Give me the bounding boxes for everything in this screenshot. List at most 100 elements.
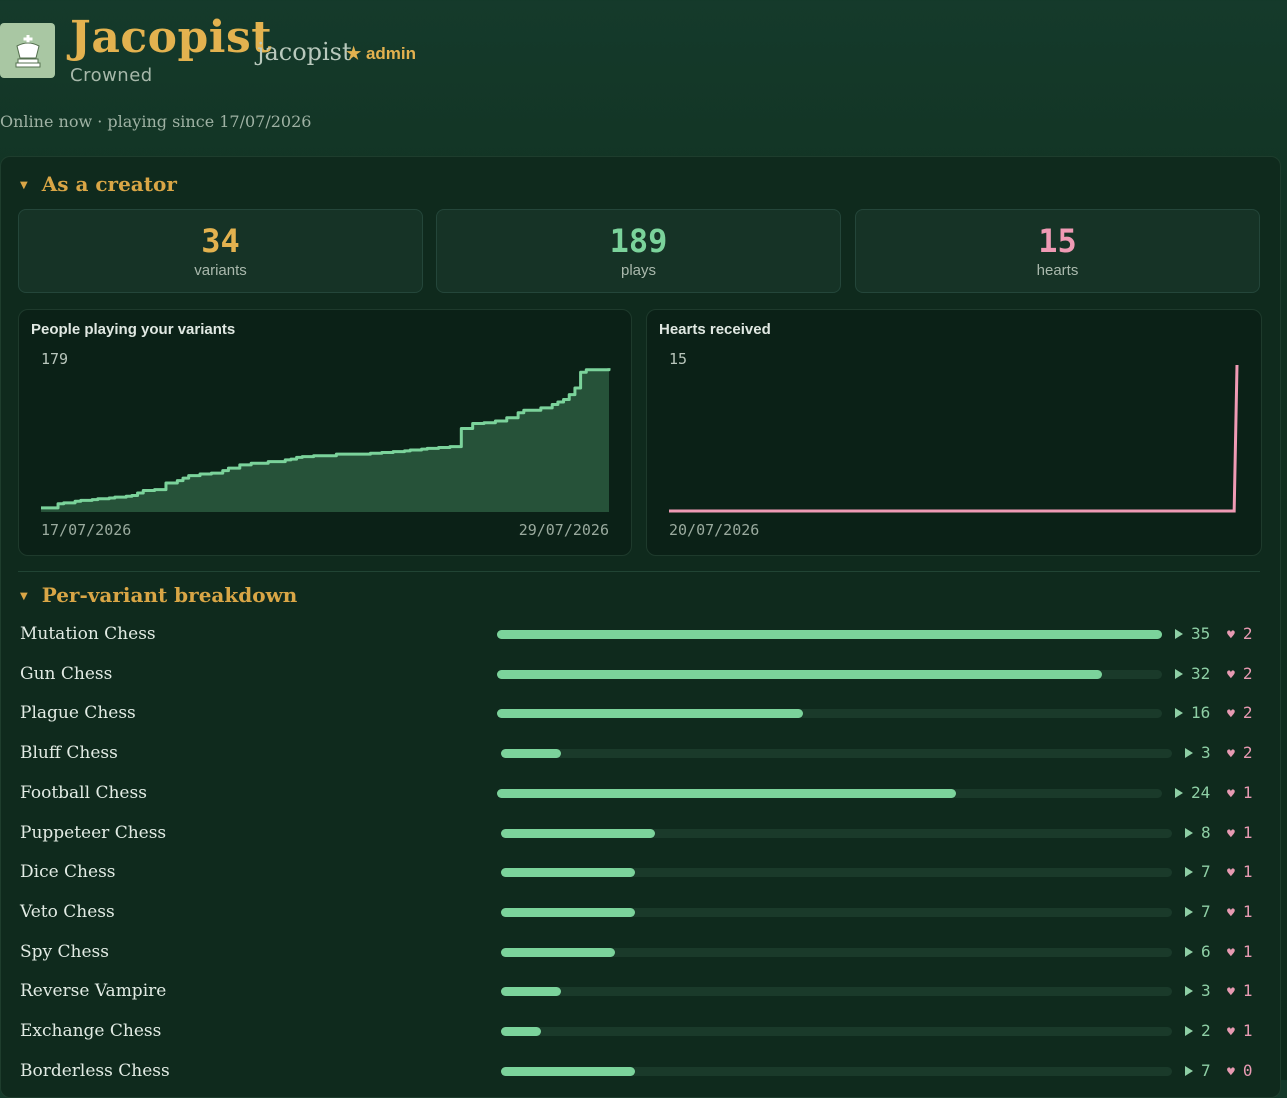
heart-icon: ♥	[1227, 985, 1235, 1001]
plays-count: 7	[1185, 860, 1211, 884]
profile-header: Jacopist Crowned jacopist ★ admin Online…	[0, 0, 1287, 150]
variant-name[interactable]: Spy Chess	[20, 941, 110, 962]
plays-bar-fill	[501, 987, 562, 997]
display-name: Jacopist	[70, 12, 273, 63]
hearts-count: ♥ 1	[1227, 941, 1253, 961]
hearts-series-line	[669, 364, 1239, 513]
hearts-count: ♥ 1	[1227, 981, 1253, 1001]
variant-row[interactable]: Exchange Chess 2 ♥ 1	[20, 1019, 1260, 1043]
variant-name[interactable]: Exchange Chess	[20, 1021, 162, 1041]
variant-name[interactable]: Borderless Chess	[20, 1060, 170, 1081]
variant-row[interactable]: Football Chess 24 ♥ 1	[20, 781, 1260, 805]
heart-icon: ♥	[1227, 866, 1235, 882]
variant-name[interactable]: Gun Chess	[20, 663, 113, 684]
plays-bar-fill	[497, 669, 1103, 679]
caret-down-icon: ▼	[20, 591, 28, 602]
plays-count: 32	[1175, 662, 1210, 686]
variant-row[interactable]: Mutation Chess 35 ♥ 2	[20, 622, 1260, 646]
players-chart-plot	[41, 368, 611, 512]
plays-count: 2	[1185, 1019, 1211, 1043]
stat-card-hearts: 15 hearts	[855, 209, 1260, 293]
hearts-count: ♥ 0	[1227, 1060, 1253, 1080]
stat-value: 15	[1038, 222, 1077, 260]
variant-name[interactable]: Veto Chess	[20, 901, 115, 922]
plays-bar-fill	[501, 907, 636, 917]
variant-name[interactable]: Bluff Chess	[20, 743, 118, 764]
plays-bar-track	[501, 868, 1172, 878]
variant-row[interactable]: Reverse Vampire 3 ♥ 1	[20, 979, 1260, 1003]
variant-name[interactable]: Dice Chess	[20, 862, 116, 883]
plays-bar-fill	[501, 749, 562, 759]
variant-row[interactable]: Borderless Chess 7 ♥ 0	[20, 1059, 1260, 1083]
heart-icon: ♥	[1227, 905, 1235, 921]
plays-bar-fill	[497, 788, 956, 798]
play-icon	[1175, 708, 1183, 719]
plays-count: 16	[1175, 701, 1210, 725]
hearts-count: ♥ 1	[1227, 782, 1253, 802]
plays-count: 24	[1175, 781, 1210, 805]
plays-bar-track	[501, 907, 1172, 917]
plays-bar-fill	[501, 868, 636, 878]
hearts-count: ♥ 2	[1227, 703, 1253, 723]
play-icon	[1175, 668, 1183, 679]
variant-row[interactable]: Plague Chess 16 ♥ 2	[20, 701, 1260, 725]
username: jacopist	[257, 38, 352, 66]
heart-icon: ♥	[1227, 826, 1235, 842]
section-divider	[18, 571, 1260, 572]
plays-bar-fill	[501, 1027, 542, 1036]
play-icon	[1185, 946, 1193, 957]
stat-label: plays	[620, 262, 657, 279]
heart-icon: ♥	[1227, 707, 1235, 723]
plays-bar-track	[501, 947, 1172, 957]
plays-bar-track	[497, 788, 1162, 798]
creator-section-toggle[interactable]: ▼ As a creator	[20, 172, 177, 196]
plays-bar-track	[497, 669, 1162, 679]
stat-card-variants: 34 variants	[18, 209, 423, 293]
stat-label: hearts	[1036, 262, 1079, 279]
play-icon	[1185, 827, 1193, 838]
variant-row[interactable]: Dice Chess 7 ♥ 1	[20, 860, 1260, 884]
variant-name[interactable]: Plague Chess	[20, 703, 136, 724]
chart-title: People playing your variants	[31, 321, 236, 338]
play-icon	[1175, 787, 1183, 798]
x-end-label: 29/07/2026	[518, 521, 609, 539]
variant-row[interactable]: Bluff Chess 3 ♥ 2	[20, 741, 1260, 765]
variant-row[interactable]: Spy Chess 6 ♥ 1	[20, 940, 1260, 964]
plays-bar-track	[501, 1027, 1172, 1036]
plays-bar-fill	[501, 947, 616, 957]
stat-card-plays: 189 plays	[436, 209, 841, 293]
plays-bar-track	[501, 1066, 1172, 1076]
variant-row[interactable]: Veto Chess 7 ♥ 1	[20, 900, 1260, 924]
heart-icon: ♥	[1227, 1025, 1235, 1040]
plays-count: 7	[1185, 900, 1211, 924]
play-icon	[1185, 1026, 1193, 1036]
plays-bar-fill	[501, 1066, 636, 1076]
variant-name[interactable]: Reverse Vampire	[20, 981, 167, 1002]
plays-bar-track	[497, 709, 1162, 719]
avatar	[0, 23, 55, 78]
heart-icon: ♥	[1227, 667, 1235, 683]
variant-row[interactable]: Gun Chess 32 ♥ 2	[20, 662, 1260, 686]
heart-icon: ♥	[1227, 945, 1235, 961]
stat-label: variants	[194, 262, 247, 279]
play-icon	[1185, 906, 1193, 917]
rank-label: Crowned	[70, 65, 153, 86]
variant-row[interactable]: Puppeteer Chess 8 ♥ 1	[20, 821, 1260, 845]
variant-name[interactable]: Puppeteer Chess	[20, 822, 167, 843]
plays-bar-track	[501, 987, 1172, 997]
stat-value: 189	[609, 222, 668, 260]
hearts-chart-plot	[669, 364, 1239, 513]
hearts-count: ♥ 1	[1227, 862, 1253, 882]
plays-count: 3	[1185, 979, 1211, 1003]
plays-bar-track	[501, 749, 1172, 759]
hearts-count: ♥ 1	[1227, 901, 1253, 921]
hearts-count: ♥ 1	[1227, 1021, 1253, 1040]
play-icon	[1175, 629, 1183, 639]
breakdown-section-toggle[interactable]: ▼ Per-variant breakdown	[20, 583, 297, 607]
variant-name[interactable]: Mutation Chess	[20, 624, 156, 644]
heart-icon: ♥	[1227, 786, 1235, 802]
variant-name[interactable]: Football Chess	[20, 782, 147, 803]
players-area	[41, 368, 609, 512]
plays-count: 7	[1185, 1059, 1211, 1083]
play-icon	[1185, 748, 1193, 759]
